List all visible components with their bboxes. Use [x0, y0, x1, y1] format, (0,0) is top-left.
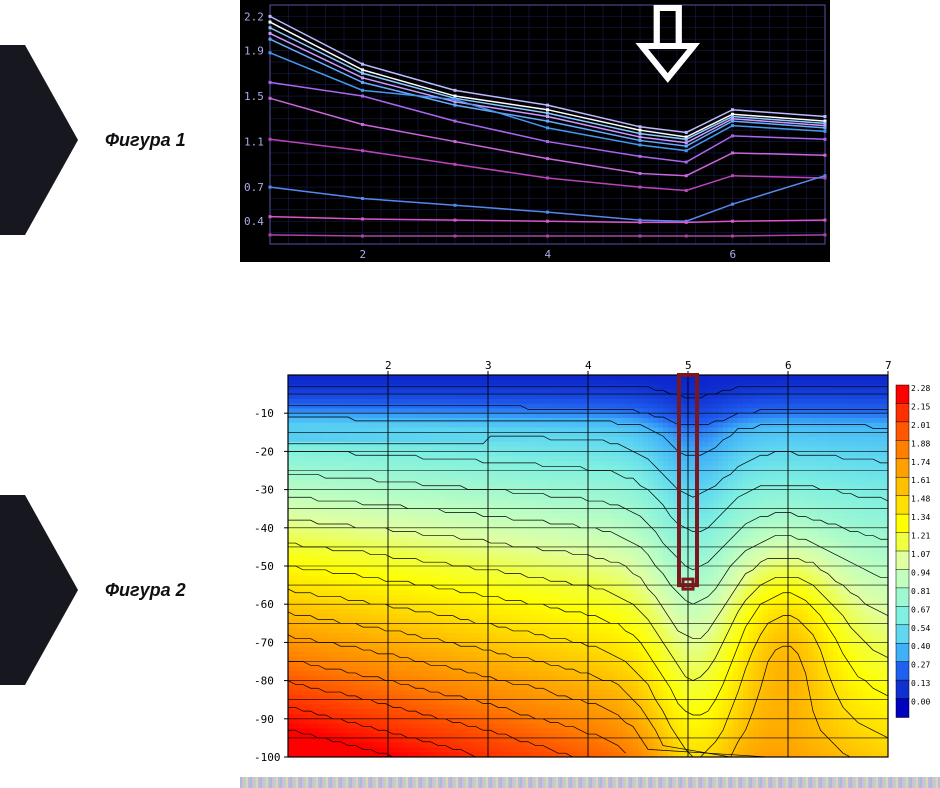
- figure1-line-chart: 0.4 0.7 1.1 1.5 1.9 2.2 2 4 6: [240, 0, 830, 262]
- svg-text:1.5: 1.5: [244, 90, 264, 103]
- pentagon-arrow-icon: [0, 495, 80, 685]
- svg-text:2: 2: [360, 248, 367, 261]
- svg-text:0.4: 0.4: [244, 215, 264, 228]
- figure2-contour-heatmap: 234567-10-20-30-40-50-60-70-80-90-1002.2…: [240, 355, 940, 765]
- svg-text:0.7: 0.7: [244, 181, 264, 194]
- figure2-label-block: Фигура 2: [0, 555, 220, 625]
- figure2-caption: Фигура 2: [105, 580, 186, 601]
- pentagon-arrow-icon: [0, 45, 80, 235]
- figure1-label-block: Фигура 1: [0, 105, 220, 175]
- svg-text:6: 6: [730, 248, 737, 261]
- figure1-caption: Фигура 1: [105, 130, 186, 151]
- svg-text:2.2: 2.2: [244, 10, 264, 23]
- svg-text:1.9: 1.9: [244, 45, 264, 58]
- svg-text:1.1: 1.1: [244, 136, 264, 149]
- decorative-noise-strip: [240, 777, 940, 788]
- svg-text:4: 4: [545, 248, 552, 261]
